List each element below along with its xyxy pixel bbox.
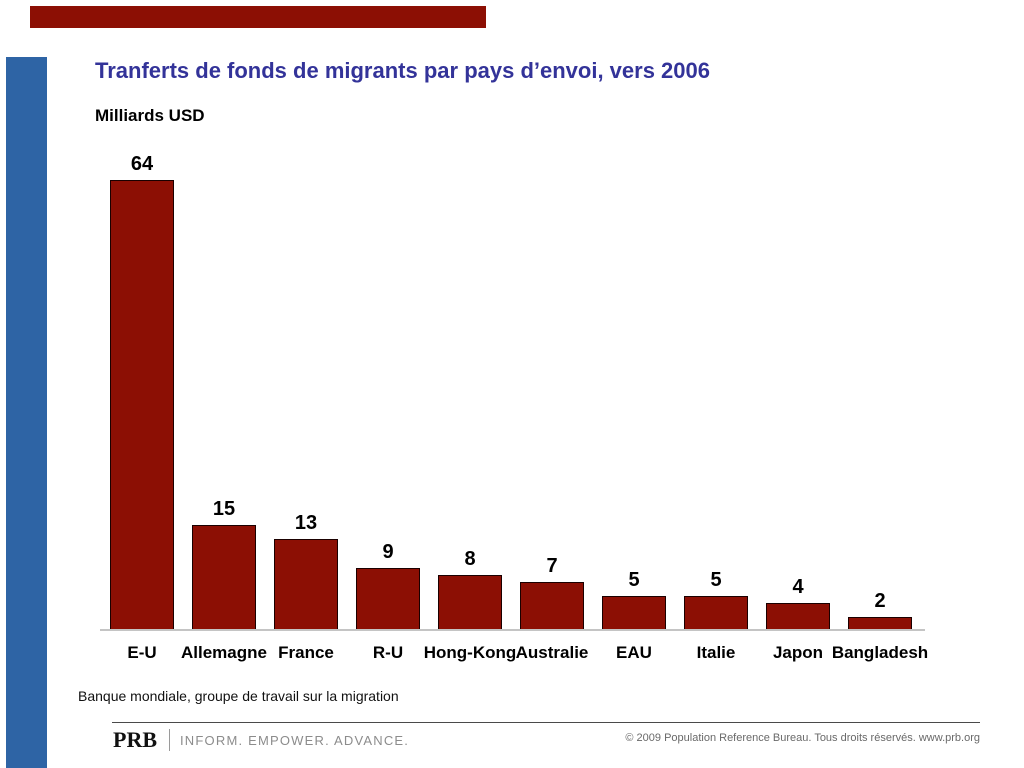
bar-category-label-japon: Japon	[772, 643, 824, 662]
bar-value-label-australie: 7	[546, 555, 558, 577]
bar-france	[274, 539, 338, 631]
bar-e-u	[110, 180, 174, 631]
bar-hong-kong	[438, 575, 502, 631]
bar-category-label-hong-kong: Hong-Kong	[423, 643, 517, 662]
bar-value-label-france: 13	[294, 512, 318, 534]
prb-tagline: INFORM. EMPOWER. ADVANCE.	[180, 732, 410, 748]
prb-logo: PRB	[113, 727, 157, 752]
bar-category-label-e-u: E-U	[127, 643, 157, 662]
bar-r-u	[356, 568, 420, 631]
prb-separator	[169, 729, 170, 751]
footer-divider	[112, 722, 980, 723]
footer-brand-block: PRB INFORM. EMPOWER. ADVANCE.	[113, 727, 409, 753]
bar-eau	[602, 596, 666, 631]
bar-category-label-r-u: R-U	[372, 643, 404, 662]
chart-unit-label: Milliards USD	[95, 106, 205, 125]
bar-value-label-bangladesh: 2	[874, 590, 886, 612]
bar-value-label-r-u: 9	[382, 541, 394, 563]
bar-value-label-eau: 5	[628, 569, 640, 591]
bar-italie	[684, 596, 748, 631]
bar-allemagne	[192, 525, 256, 631]
source-note: Banque mondiale, groupe de travail sur l…	[78, 688, 399, 704]
top-accent-bar	[30, 6, 486, 28]
copyright-text: © 2009 Population Reference Bureau. Tous…	[625, 732, 980, 744]
bar-category-label-italie: Italie	[696, 643, 736, 662]
bar-australie	[520, 582, 584, 631]
left-accent-stripe	[6, 57, 47, 768]
bar-category-label-france: France	[278, 643, 334, 662]
bar-category-label-australie: Australie	[515, 643, 589, 662]
bar-value-label-japon: 4	[792, 576, 804, 598]
x-axis-line	[100, 629, 925, 631]
bar-category-label-allemagne: Allemagne	[181, 643, 267, 662]
bar-value-label-hong-kong: 8	[464, 548, 476, 570]
bar-category-label-bangladesh: Bangladesh	[831, 643, 929, 662]
bar-value-label-e-u: 64	[130, 153, 154, 175]
bar-japon	[766, 603, 830, 631]
page-title: Tranferts de fonds de migrants par pays …	[95, 58, 711, 83]
bar-value-label-italie: 5	[710, 569, 722, 591]
bar-value-label-allemagne: 15	[212, 498, 236, 520]
bar-category-label-eau: EAU	[616, 643, 652, 662]
